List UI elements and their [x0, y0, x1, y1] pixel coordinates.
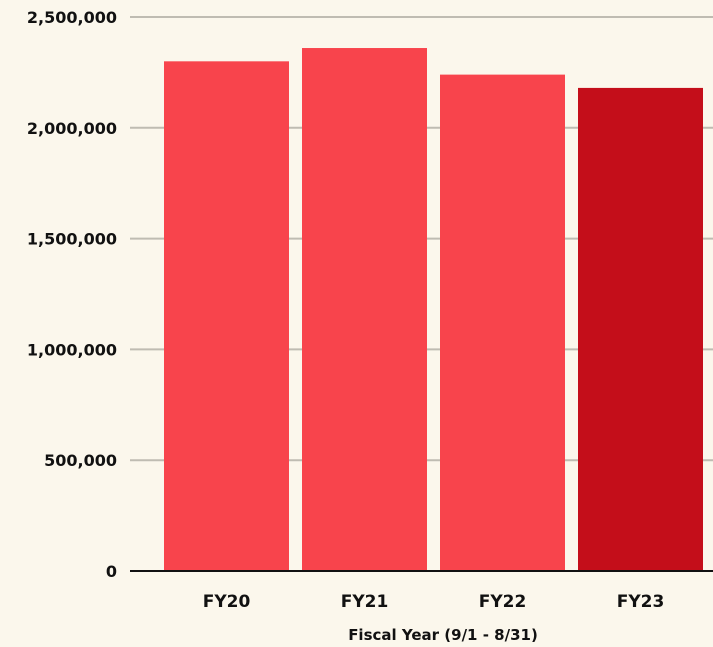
- x-axis-title: Fiscal Year (9/1 - 8/31): [348, 626, 538, 644]
- y-tick-label: 1,500,000: [27, 230, 117, 249]
- x-tick-label: FY23: [617, 592, 665, 612]
- y-tick-label: 2,000,000: [27, 119, 117, 138]
- y-tick-label: 2,500,000: [27, 8, 117, 27]
- y-tick-label: 1,000,000: [27, 340, 117, 359]
- bar-fy22: [440, 74, 565, 571]
- x-tick-label: FY20: [203, 592, 251, 612]
- y-tick-label: 500,000: [44, 451, 117, 470]
- x-axis-ticks: FY20 FY21 FY22 FY23: [203, 592, 665, 612]
- bar-fy21: [302, 48, 427, 572]
- y-axis-ticks: 0 500,000 1,000,000 1,500,000 2,000,000 2,500…: [27, 8, 117, 581]
- x-tick-label: FY21: [341, 592, 389, 612]
- bar-fy23: [578, 87, 703, 572]
- bar-fy20: [164, 61, 289, 571]
- y-tick-label: 0: [106, 562, 117, 581]
- bars: [164, 48, 703, 572]
- x-tick-label: FY22: [479, 592, 527, 612]
